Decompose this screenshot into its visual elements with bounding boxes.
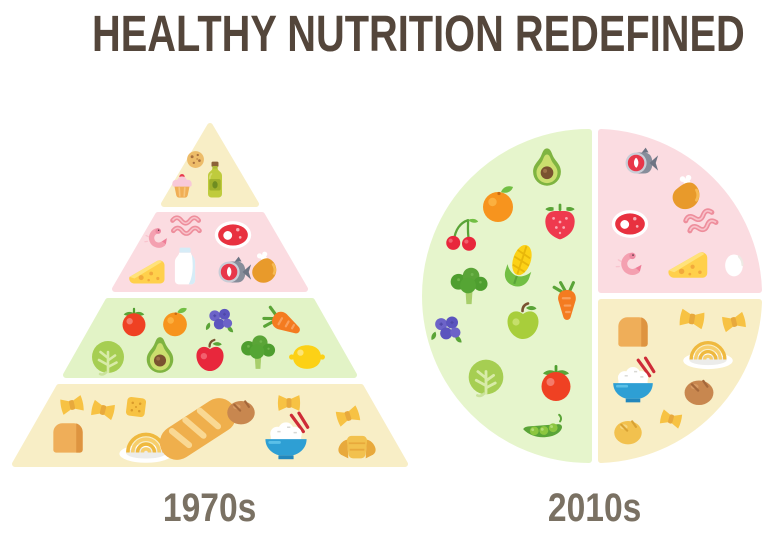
blueberries-icon xyxy=(427,310,467,350)
bread-toast-icon xyxy=(611,309,655,353)
spaghetti-icon xyxy=(117,409,175,467)
cookie-icon xyxy=(182,146,209,173)
farfalle-icon xyxy=(676,303,708,335)
orange-icon xyxy=(156,303,194,341)
chicken-leg-icon xyxy=(660,168,713,221)
bacon-icon xyxy=(167,207,205,245)
lettuce-icon xyxy=(84,333,132,381)
farfalle-icon xyxy=(332,400,365,433)
egg-icon xyxy=(717,247,751,281)
avocado-icon xyxy=(138,333,182,377)
cheese-icon xyxy=(666,242,710,286)
fish-icon xyxy=(208,249,254,295)
croissant-icon xyxy=(335,424,379,468)
farfalle-icon xyxy=(57,390,88,421)
bacon-icon xyxy=(676,197,726,247)
corn-icon xyxy=(495,241,545,291)
fish-icon xyxy=(615,140,661,186)
farfalle-icon xyxy=(656,404,686,434)
rice-bowl-icon xyxy=(608,356,658,406)
blueberries-icon xyxy=(202,303,238,339)
steak-icon xyxy=(210,211,256,257)
cherries-icon xyxy=(441,214,483,256)
avocado-icon xyxy=(524,144,570,190)
page-title: HEALTHY NUTRITION REDEFINED xyxy=(0,4,768,63)
lemon-icon xyxy=(286,336,328,378)
plate-period-label: 2010s xyxy=(548,486,642,530)
tomato-icon xyxy=(115,303,153,341)
farfalle-icon xyxy=(276,390,302,416)
cupcake-icon xyxy=(167,171,197,201)
carrot-icon xyxy=(253,292,313,352)
baguette-icon xyxy=(134,365,261,492)
bread-roll-icon xyxy=(221,391,261,431)
strawberry-icon xyxy=(538,200,582,244)
broccoli-icon xyxy=(444,263,494,313)
pyramid-period-label: 1970s xyxy=(163,486,257,530)
farfalle-icon xyxy=(87,394,119,426)
orange-icon xyxy=(474,180,522,228)
bread-toast-icon xyxy=(46,415,90,459)
rice-bowl-icon xyxy=(260,411,312,463)
pea-pod-icon xyxy=(519,401,565,447)
green-apple-icon xyxy=(499,299,547,347)
farfalle-icon xyxy=(718,306,750,338)
chicken-leg-icon xyxy=(241,246,286,291)
red-apple-icon xyxy=(189,336,231,378)
broccoli-icon xyxy=(235,331,281,377)
cheese-icon xyxy=(127,251,167,291)
steak-icon xyxy=(607,200,653,246)
bun-icon xyxy=(608,411,648,451)
shrimp-icon xyxy=(138,223,175,260)
tomato-icon xyxy=(532,359,580,407)
spaghetti-icon xyxy=(681,319,735,373)
page-title-text: HEALTHY NUTRITION REDEFINED xyxy=(92,5,745,62)
milk-icon xyxy=(163,244,207,288)
bread-roll-icon xyxy=(678,370,720,412)
shrimp-icon xyxy=(609,247,648,286)
cracker-icon xyxy=(121,392,151,422)
lettuce-icon xyxy=(460,351,512,403)
carrot-icon xyxy=(545,279,589,323)
olive-oil-icon xyxy=(194,159,236,201)
